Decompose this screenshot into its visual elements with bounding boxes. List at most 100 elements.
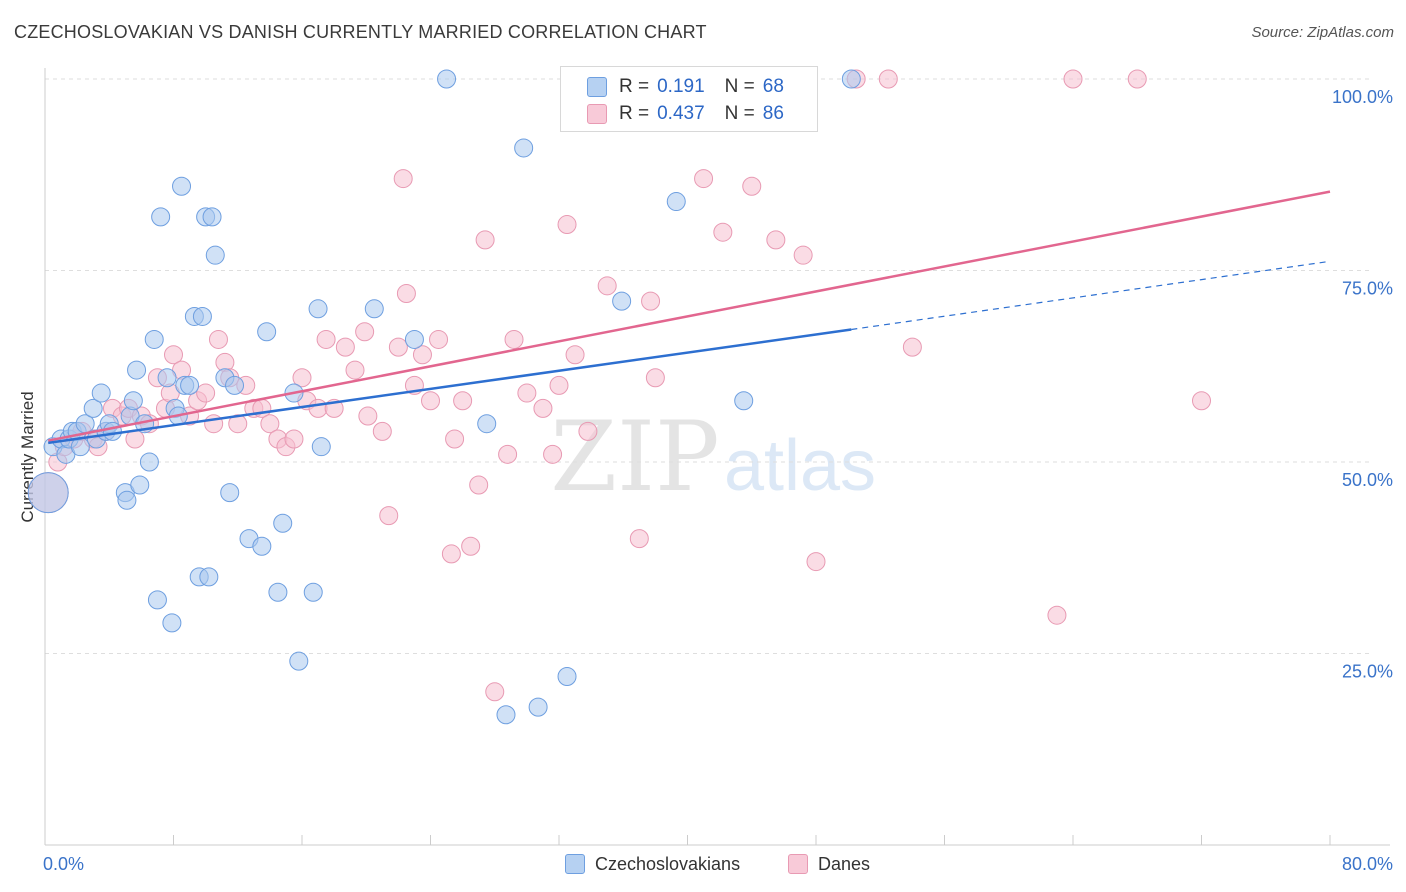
danes-point	[453, 391, 473, 411]
czechoslovakians-trend-extension	[851, 260, 1331, 331]
danes-point	[641, 291, 661, 311]
legend-row-czechoslovakians: R = 0.191 N = 68	[587, 75, 784, 99]
series-legend-czechoslovakians: Czechoslovakians	[565, 852, 740, 876]
danes-point	[543, 444, 563, 464]
legend-r-value: 0.191	[657, 76, 705, 97]
danes-point	[597, 276, 617, 296]
czechoslovakians-point	[144, 329, 164, 349]
czechoslovakians-point	[666, 192, 686, 212]
czechoslovakians-point	[308, 299, 328, 319]
danes-point	[335, 337, 355, 357]
danes-point	[1192, 391, 1211, 411]
danes-point	[372, 421, 392, 441]
czechoslovakians-point	[157, 368, 177, 388]
danes-point	[208, 329, 228, 349]
czechoslovakians-point	[91, 383, 111, 403]
source-credit: Source: ZipAtlas.com	[1251, 24, 1394, 41]
danes-point	[1063, 69, 1083, 89]
danes-point	[345, 360, 365, 380]
y-tick-label: 50.0%	[1342, 470, 1393, 490]
czechoslovakians-point	[199, 567, 219, 587]
czechoslovakians-point	[205, 245, 225, 265]
czechoslovakians-point	[303, 582, 323, 602]
czechoslovakians-point	[612, 291, 632, 311]
czechoslovakians-point	[83, 398, 103, 418]
legend-swatch-blue	[587, 77, 607, 97]
danes-point	[629, 529, 649, 549]
x-tick-label: 0.0%	[43, 854, 84, 874]
czechoslovakians-point	[102, 421, 122, 441]
czechoslovakians-point	[273, 513, 293, 533]
czechoslovakians-point	[151, 207, 171, 227]
danes-point	[694, 169, 714, 189]
czechoslovakians-point	[528, 697, 548, 717]
czechoslovakians-point	[477, 414, 497, 434]
czechoslovakians-point	[841, 69, 861, 89]
czechoslovakians-point	[202, 207, 222, 227]
czechoslovakians-point	[437, 69, 457, 89]
danes-point	[578, 421, 598, 441]
danes-point	[379, 506, 399, 526]
danes-point	[412, 345, 432, 365]
series-legend-danes: Danes	[788, 852, 870, 876]
danes-point	[284, 429, 304, 449]
czechoslovakians-point	[404, 329, 424, 349]
danes-point	[517, 383, 537, 403]
danes-points	[27, 69, 1211, 702]
czechoslovakians-points	[27, 69, 861, 725]
czechoslovakians-point	[268, 582, 288, 602]
czechoslovakians-point	[147, 590, 167, 610]
danes-point	[396, 283, 416, 303]
czechoslovakians-point	[257, 322, 277, 342]
danes-point	[393, 169, 413, 189]
danes-point	[429, 329, 449, 349]
legend-n-value: 86	[762, 103, 784, 124]
czechoslovakians-point	[192, 306, 212, 326]
danes-point	[308, 398, 328, 418]
czechoslovakians-point	[139, 452, 159, 472]
czechoslovakians-point	[180, 375, 200, 395]
danes-point	[806, 552, 826, 572]
danes-point	[228, 414, 248, 434]
series-swatch-blue	[565, 854, 585, 874]
czechoslovakians-point	[514, 138, 534, 158]
czechoslovakians-point	[225, 375, 245, 395]
danes-point	[358, 406, 378, 426]
czechoslovakians-trend-line	[48, 328, 852, 445]
danes-point	[355, 322, 375, 342]
danes-point	[713, 222, 733, 242]
danes-trend-line	[47, 190, 1331, 442]
trend-lines	[47, 190, 1331, 445]
danes-point	[557, 215, 577, 235]
legend-n-value: 68	[762, 76, 784, 97]
czechoslovakians-point	[557, 666, 577, 686]
axes	[44, 68, 1390, 846]
danes-point	[565, 345, 585, 365]
danes-point	[445, 429, 465, 449]
danes-point	[485, 682, 505, 702]
czechoslovakians-point	[123, 391, 143, 411]
legend-r-value: 0.437	[657, 103, 705, 124]
danes-point	[292, 368, 312, 388]
danes-point	[475, 230, 495, 250]
danes-point	[766, 230, 786, 250]
danes-point	[878, 69, 898, 89]
danes-point	[645, 368, 665, 388]
danes-point	[742, 176, 762, 196]
series-swatch-pink	[788, 854, 808, 874]
watermark-zip: ZIP	[550, 401, 719, 513]
czechoslovakians-point	[364, 299, 384, 319]
danes-point	[196, 383, 216, 403]
czechoslovakians-point	[127, 360, 147, 380]
danes-point	[316, 329, 336, 349]
legend-n-label: N =	[724, 103, 755, 124]
danes-point	[1047, 605, 1067, 625]
legend-n-label: N =	[724, 76, 755, 97]
danes-point	[504, 329, 524, 349]
series-name: Czechoslovakians	[595, 853, 741, 874]
x-tick-label: 80.0%	[1342, 854, 1393, 874]
danes-point	[498, 444, 518, 464]
danes-point	[469, 475, 489, 495]
danes-point	[902, 337, 922, 357]
